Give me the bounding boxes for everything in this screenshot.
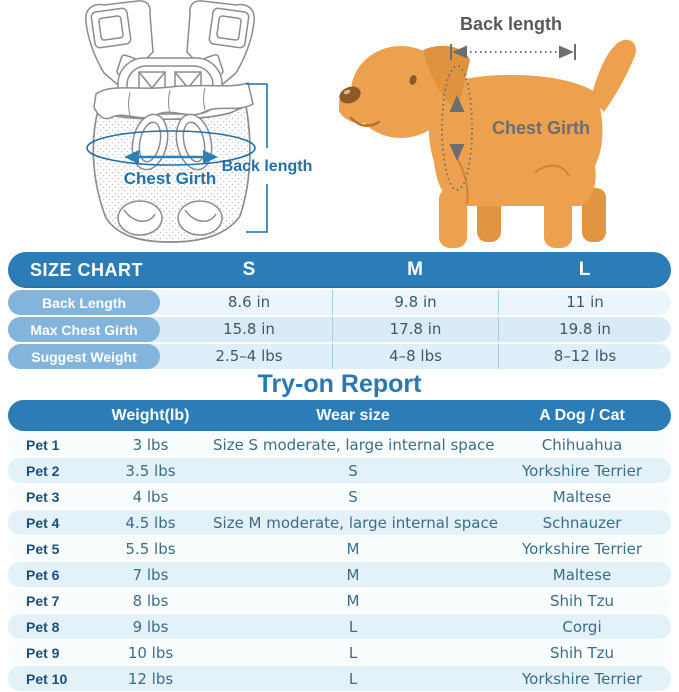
- pet-wear-size: M: [346, 565, 360, 584]
- dog-diagram: Back length Chest Girth: [339, 14, 636, 248]
- size-chart-title: SIZE CHART: [30, 259, 143, 280]
- table-row: Pet 9 10 lbs L Shih Tzu: [8, 640, 671, 665]
- measurement-illustrations: Chest Girth Back length: [0, 0, 679, 250]
- carrier-diagram: Chest Girth Back length: [85, 0, 313, 243]
- cell-value: 19.8 in: [498, 317, 671, 342]
- carrier-chest-girth-label: Chest Girth: [124, 169, 217, 188]
- table-row: Suggest Weight 2.5–4 lbs 4–8 lbs 8–12 lb…: [8, 344, 671, 369]
- pet-name: Pet 5: [26, 540, 60, 557]
- pet-breed: Schnauzer: [542, 513, 622, 532]
- tryon-col-weight: Weight(lb): [111, 406, 190, 424]
- row-label-suggest-weight: Suggest Weight: [8, 344, 160, 369]
- cell-value: 4–8 lbs: [332, 344, 498, 369]
- pet-weight: 9 lbs: [132, 617, 169, 636]
- tryon-report-table: Weight(lb) Wear size A Dog / Cat Pet 1 3…: [8, 400, 671, 691]
- pet-weight: 12 lbs: [127, 669, 174, 688]
- carrier-back-length-label: Back length: [222, 158, 313, 175]
- table-row: Back Length 8.6 in 9.8 in 11 in: [8, 290, 671, 315]
- cell-value: 8.6 in: [227, 293, 271, 311]
- pet-name: Pet 9: [26, 644, 60, 661]
- pet-wear-size: S: [348, 461, 358, 480]
- pet-wear-size: L: [348, 643, 358, 662]
- pet-name: Pet 3: [26, 488, 60, 505]
- size-chart-col-l: L: [578, 259, 591, 280]
- pet-wear-size: L: [348, 617, 358, 636]
- pet-weight: 5.5 lbs: [125, 539, 176, 558]
- pet-name: Pet 1: [26, 436, 60, 453]
- pet-weight: 8 lbs: [132, 591, 169, 610]
- table-row: Pet 7 8 lbs M Shih Tzu: [8, 588, 671, 613]
- table-row: Pet 4 4.5 lbs Size M moderate, large int…: [8, 510, 671, 535]
- pet-wear-size: M: [346, 539, 360, 558]
- dog-back-length-label: Back length: [460, 14, 562, 34]
- cell-value: 2.5–4 lbs: [215, 347, 283, 365]
- table-row: Max Chest Girth 15.8 in 17.8 in 19.8 in: [8, 317, 671, 342]
- pet-weight: 3 lbs: [132, 435, 169, 454]
- chest-girth-measure-icon: [441, 65, 473, 191]
- table-row: Pet 3 4 lbs S Maltese: [8, 484, 671, 509]
- pet-breed: Shih Tzu: [549, 643, 614, 662]
- pet-breed: Chihuahua: [541, 435, 623, 454]
- row-label-max-chest-girth: Max Chest Girth: [8, 317, 160, 342]
- table-row: Pet 5 5.5 lbs M Yorkshire Terrier: [8, 536, 671, 561]
- tryon-report-title: Try-on Report: [257, 370, 422, 398]
- size-chart-col-s: S: [242, 259, 256, 280]
- tryon-col-dog-cat: A Dog / Cat: [539, 406, 625, 424]
- back-length-bracket: [246, 83, 268, 233]
- back-length-arrow-icon: [450, 44, 576, 60]
- pet-wear-size: L: [348, 669, 358, 688]
- pet-wear-size: S: [348, 487, 358, 506]
- cell-value: 8–12 lbs: [498, 344, 671, 369]
- pet-breed: Corgi: [562, 617, 602, 636]
- pet-weight: 4 lbs: [132, 487, 169, 506]
- size-chart-table: SIZE CHART S M L Back Length 8.6 in 9.8 …: [8, 252, 671, 369]
- pet-name: Pet 2: [26, 462, 60, 479]
- chest-girth-arrow-icon: [124, 150, 218, 164]
- table-row: Pet 8 9 lbs L Corgi: [8, 614, 671, 639]
- tryon-col-wear-size: Wear size: [316, 406, 390, 424]
- cell-value: 9.8 in: [332, 290, 498, 315]
- cell-value: 17.8 in: [332, 317, 498, 342]
- pet-name: Pet 4: [26, 514, 60, 531]
- table-row: Pet 6 7 lbs M Maltese: [8, 562, 671, 587]
- pet-weight: 4.5 lbs: [125, 513, 176, 532]
- chest-girth-ellipse: [86, 130, 256, 166]
- pet-weight: 3.5 lbs: [125, 461, 176, 480]
- table-row: Pet 10 12 lbs L Yorkshire Terrier: [8, 666, 671, 691]
- cell-value: 11 in: [498, 290, 671, 315]
- size-chart-col-m: M: [407, 259, 423, 280]
- table-row: Pet 2 3.5 lbs S Yorkshire Terrier: [8, 458, 671, 483]
- dog-illustration: [339, 39, 636, 248]
- carrier-line-art: [85, 0, 255, 243]
- pet-breed: Maltese: [552, 565, 612, 584]
- size-chart-header: SIZE CHART S M L: [8, 252, 671, 288]
- pet-breed: Yorkshire Terrier: [522, 461, 642, 480]
- pet-wear-size: Size M moderate, large internal space: [213, 513, 498, 532]
- pet-breed: Shih Tzu: [549, 591, 614, 610]
- row-label-back-length: Back Length: [8, 290, 160, 315]
- pet-wear-size: M: [346, 591, 360, 610]
- tryon-header: Weight(lb) Wear size A Dog / Cat: [8, 400, 671, 431]
- table-row: Pet 1 3 lbs Size S moderate, large inter…: [8, 432, 671, 457]
- pet-breed: Maltese: [552, 487, 612, 506]
- pet-name: Pet 10: [26, 670, 68, 687]
- cell-value: 15.8 in: [223, 320, 275, 338]
- pet-breed: Yorkshire Terrier: [522, 539, 642, 558]
- pet-breed: Yorkshire Terrier: [522, 669, 642, 688]
- dog-chest-girth-label: Chest Girth: [492, 118, 590, 138]
- pet-name: Pet 8: [26, 618, 60, 635]
- pet-name: Pet 7: [26, 592, 60, 609]
- pet-weight: 10 lbs: [127, 643, 174, 662]
- pet-weight: 7 lbs: [132, 565, 169, 584]
- pet-name: Pet 6: [26, 566, 60, 583]
- pet-wear-size: Size S moderate, large internal space: [213, 435, 495, 454]
